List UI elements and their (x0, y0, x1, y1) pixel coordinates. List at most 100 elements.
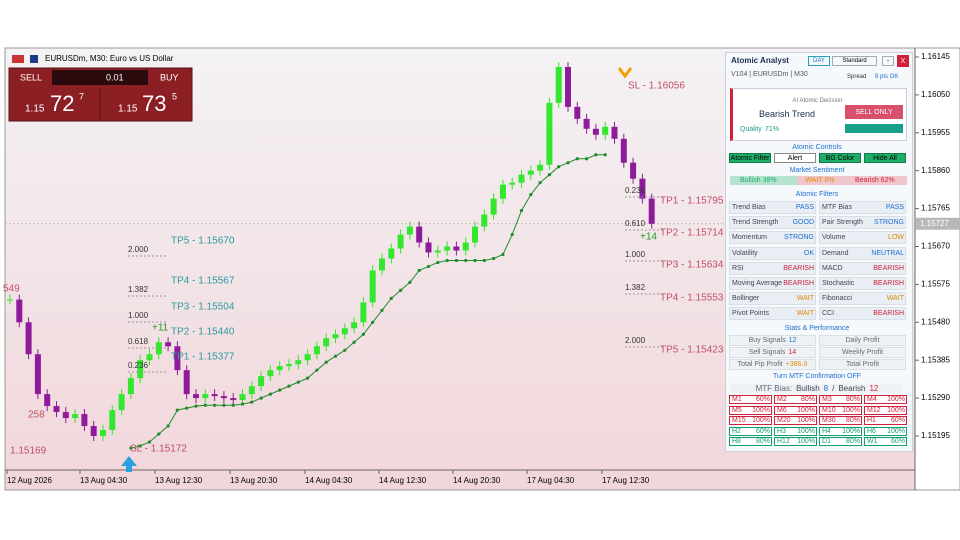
minimize-button[interactable]: - (882, 56, 894, 66)
buy-button[interactable]: BUY (160, 72, 179, 82)
bid-big: 1.15 (25, 104, 45, 115)
filter-status: WAIT (886, 295, 904, 303)
annotation: 0.610 (625, 219, 646, 228)
quality-label: Quality (740, 126, 762, 133)
candle (16, 299, 23, 323)
stat-cell: Daily Profit (819, 335, 906, 346)
tf-name: M2 (777, 396, 787, 403)
trail-dot (482, 258, 486, 263)
tf-name: M4 (867, 396, 877, 403)
price-label: 1.15670 (921, 242, 950, 251)
mtf-toggle[interactable]: Turn MTF Confirmation OFF (772, 372, 862, 380)
control-button[interactable]: Atomic Filter (729, 153, 771, 163)
annotation: 1.382 (128, 285, 149, 294)
icon (30, 55, 38, 63)
candle (379, 258, 385, 271)
stat-value: +386.0 (785, 361, 808, 368)
filter-cell (819, 246, 906, 260)
ask-mid: 73 (142, 91, 166, 116)
tf-name: M30 (822, 417, 836, 424)
mode-button[interactable]: Standard (832, 56, 877, 66)
tf-name: H2 (732, 427, 741, 435)
candle (360, 302, 367, 323)
filter-cell (819, 201, 906, 214)
tf-cell (774, 395, 817, 404)
price-label: 1.15575 (921, 280, 950, 289)
time-label: 14 Aug 20:30 (453, 476, 501, 485)
filter-name: Momentum (732, 234, 768, 242)
candle (341, 328, 348, 335)
candle (565, 66, 571, 107)
filter-status: BEARISH (783, 280, 814, 287)
lot-size[interactable]: 0.01 (106, 72, 124, 82)
time-label: 12 Aug 2026 (7, 476, 52, 485)
action-button[interactable]: SELL ONLY (845, 105, 903, 119)
candle (472, 226, 478, 243)
trail-dot (213, 403, 217, 407)
tf-pct: 80% (845, 438, 860, 445)
mtf-part: 8 (823, 383, 829, 393)
control-button[interactable]: Alert (774, 153, 816, 163)
tf-cell (729, 426, 772, 436)
candle (109, 410, 116, 431)
trail-dot (343, 348, 347, 352)
price-label: 1.15860 (921, 166, 950, 175)
controls-title: Atomic Controls (792, 143, 842, 151)
filter-name: MACD (822, 264, 843, 272)
tf-name: M10 (822, 406, 836, 414)
annotation: TP1 - 1.15377 (171, 352, 235, 363)
candle (490, 198, 497, 215)
time-label: 17 Aug 12:30 (602, 476, 650, 485)
filter-status: WAIT (796, 310, 814, 318)
tf-name: M5 (732, 406, 742, 414)
tf-pct: 80% (845, 417, 860, 424)
tf-cell (774, 426, 817, 436)
trail-dot (510, 232, 514, 237)
candle (444, 246, 451, 251)
sentiment-bear-bar (797, 176, 907, 185)
tf-cell (864, 437, 907, 446)
day-button[interactable]: DAY (808, 56, 830, 66)
filter-cell (729, 246, 816, 260)
candle (434, 250, 441, 253)
trail-dot (464, 258, 468, 263)
control-button[interactable]: Hide All (864, 153, 906, 163)
annotation: 0.236 (625, 186, 646, 195)
filter-name: Pivot Points (732, 310, 769, 318)
sell-button[interactable]: SELL (20, 72, 42, 82)
stat-name: Daily Profit (845, 337, 880, 344)
tf-cell (864, 395, 907, 404)
filter-name: Fibonacci (822, 295, 852, 303)
candle (286, 364, 292, 367)
mtf-part: / (832, 383, 835, 393)
candle (592, 128, 599, 135)
trail-dot (138, 444, 142, 448)
control-button[interactable]: BG Color (819, 153, 861, 163)
trail-dot (203, 403, 207, 407)
annotation: 1.382 (625, 283, 646, 292)
trail-dot (315, 368, 319, 372)
trail-dot (185, 406, 189, 410)
trail-dot (547, 173, 552, 177)
sentiment-bull-bar (730, 176, 797, 185)
tf-pct: 100% (842, 406, 860, 414)
filters-title: Atomic Filters (795, 190, 839, 198)
tf-pct: 80% (800, 396, 815, 403)
tf-name: H6 (867, 427, 876, 435)
tf-pct: 100% (752, 406, 770, 414)
candle (137, 360, 144, 379)
trail-dot (194, 404, 198, 408)
trailing-stop (130, 154, 606, 449)
filter-status: GOOD (792, 219, 814, 227)
trail-dot (417, 268, 421, 273)
sentiment-title: Market Sentiment (789, 166, 845, 174)
candle (425, 242, 432, 253)
close-button[interactable]: X (897, 55, 909, 67)
trail-dot (240, 402, 245, 406)
tf-cell (774, 437, 817, 446)
filter-cell (819, 231, 906, 245)
current-price: 1.15727 (920, 219, 949, 228)
filter-name: MTF Bias (822, 204, 852, 211)
trail-dot (436, 260, 440, 265)
trail-dot (157, 432, 161, 436)
